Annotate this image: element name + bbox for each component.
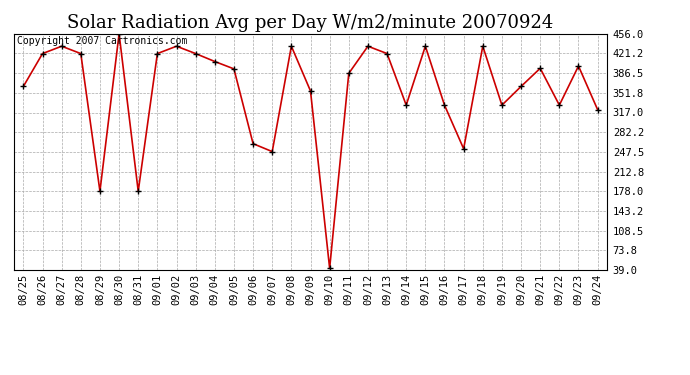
Title: Solar Radiation Avg per Day W/m2/minute 20070924: Solar Radiation Avg per Day W/m2/minute … — [68, 14, 553, 32]
Text: Copyright 2007 Cartronics.com: Copyright 2007 Cartronics.com — [17, 36, 187, 46]
